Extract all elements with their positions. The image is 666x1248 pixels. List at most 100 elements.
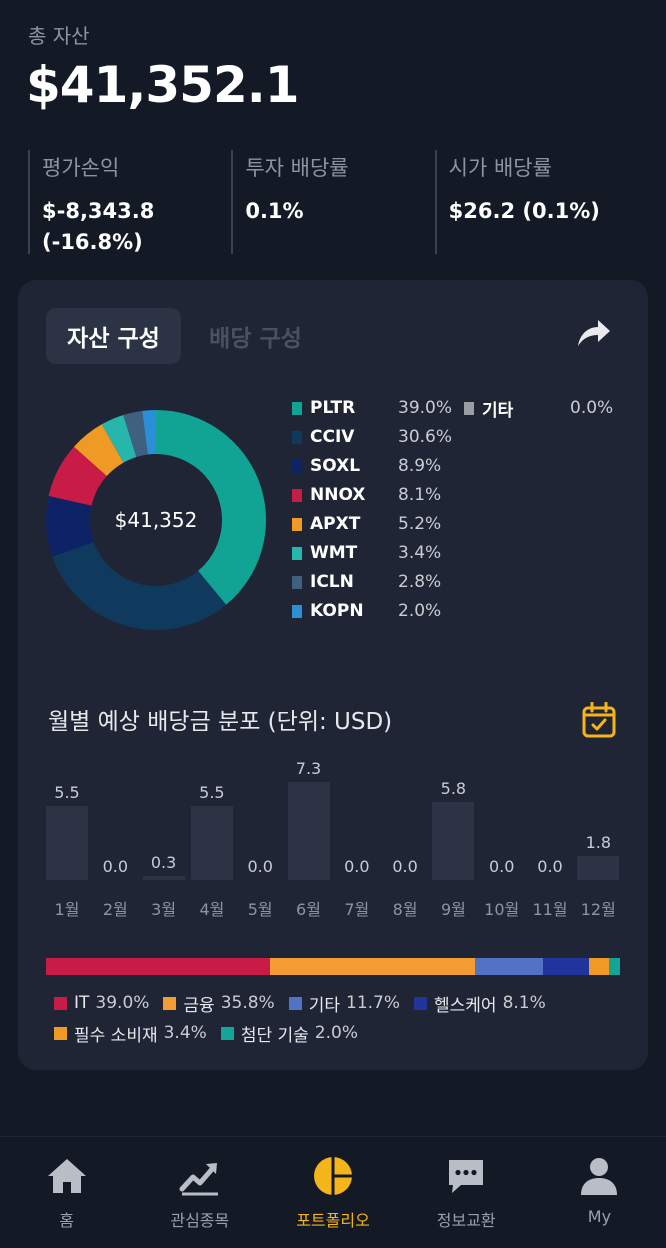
legend-ticker: 기타 xyxy=(482,400,514,421)
home-icon xyxy=(47,1159,86,1193)
bar-column: 0.0 10월 xyxy=(481,750,523,920)
bar xyxy=(46,806,88,880)
sector-percent: 8.1% xyxy=(502,993,546,1013)
sector-legend-row: 필수 소비재 3.4% 첨단 기술 2.0% xyxy=(54,1018,624,1048)
bar-value-label: 0.0 xyxy=(537,857,563,876)
stat-label: 시가 배당률 xyxy=(448,156,552,180)
tab-asset-composition[interactable]: 자산 구성 xyxy=(46,308,181,364)
bar-value-label: 5.5 xyxy=(199,783,225,802)
sector-legend-item: 금융 35.8% xyxy=(163,991,275,1016)
holdings-legend: PLTR 39.0% CCIV 30.6% SOXL 8.9% NNOX 8.1% APXT 5.… xyxy=(292,397,632,637)
sector-segment xyxy=(588,958,609,975)
sector-swatch xyxy=(54,996,67,1010)
sector-stacked-bar xyxy=(46,958,620,975)
sector-swatch xyxy=(220,1026,234,1040)
sector-legend-item: 필수 소비재 3.4% xyxy=(54,1021,207,1046)
legend-item: 기타 0.0% xyxy=(464,397,613,421)
bar xyxy=(577,856,620,880)
stat-value: $26.2 (0.1%) xyxy=(448,199,600,223)
sector-name: IT xyxy=(74,993,90,1013)
bar-month-label: 5월 xyxy=(247,900,273,919)
legend-item: KOPN 2.0% xyxy=(292,600,441,622)
legend-ticker: PLTR xyxy=(310,398,356,418)
bar-value-label: 0.0 xyxy=(102,857,129,876)
legend-swatch xyxy=(292,430,302,444)
legend-item: ICLN 2.8% xyxy=(292,571,441,593)
legend-percent: 30.6% xyxy=(398,427,453,447)
chat-bubble-icon xyxy=(449,1160,484,1193)
nav-label: My xyxy=(587,1207,612,1226)
legend-item: PLTR 39.0% xyxy=(292,397,452,419)
nav-label: 포트폴리오 xyxy=(296,1211,370,1230)
legend-ticker: ICLN xyxy=(310,572,354,592)
total-assets-value: $41,352.1 xyxy=(26,56,300,114)
sector-legend: IT 39.0% 금융 35.8% 기타 11.7% 헬스케어 8.1% 필수 소비재 3.4% 첨… xyxy=(54,988,624,1048)
bar-month-label: 6월 xyxy=(296,900,321,919)
calendar-icon[interactable] xyxy=(582,702,616,738)
nav-community[interactable]: 정보교환 xyxy=(400,1137,533,1248)
bar-column: 0.0 5월 xyxy=(239,750,281,920)
legend-item: SOXL 8.9% xyxy=(292,455,441,477)
nav-watchlist[interactable]: 관심종목 xyxy=(133,1137,266,1248)
legend-swatch xyxy=(292,604,302,618)
tab-dividend-composition[interactable]: 배당 구성 xyxy=(209,326,302,352)
donut-slice-0 xyxy=(156,410,266,605)
bar-month-label: 2월 xyxy=(102,900,128,919)
user-icon xyxy=(581,1158,618,1195)
sector-swatch xyxy=(414,996,428,1010)
nav-my[interactable]: My xyxy=(533,1137,666,1248)
legend-percent: 2.8% xyxy=(398,572,442,592)
legend-ticker: WMT xyxy=(310,543,358,563)
legend-percent: 5.2% xyxy=(398,514,442,534)
sector-name: 헬스케어 xyxy=(434,995,497,1016)
legend-swatch xyxy=(292,575,302,589)
bar xyxy=(142,876,185,880)
nav-label: 홈 xyxy=(59,1211,74,1230)
bar xyxy=(432,802,475,880)
legend-item: NNOX 8.1% xyxy=(292,484,441,506)
legend-swatch xyxy=(464,401,474,415)
sector-legend-item: 첨단 기술 2.0% xyxy=(220,1021,358,1046)
bar-month-label: 10월 xyxy=(484,900,520,919)
donut-slice-1 xyxy=(52,541,227,630)
holdings-donut-chart: $41,352 xyxy=(44,408,268,632)
bar-column: 0.0 11월 xyxy=(529,750,571,920)
bar-month-label: 12월 xyxy=(580,900,616,919)
legend-item: APXT 5.2% xyxy=(292,513,441,535)
sector-percent: 35.8% xyxy=(220,993,275,1013)
donut-slice-7 xyxy=(142,410,156,455)
summary-stats: 평가손익 $-8,343.8 (-16.8%) 투자 배당률 0.1% 시가 배… xyxy=(28,150,638,254)
donut-center-total: $41,352 xyxy=(114,508,198,532)
donut-slice-6 xyxy=(123,410,148,457)
bar-month-label: 4월 xyxy=(199,900,225,919)
sector-swatch xyxy=(288,996,302,1010)
sector-legend-row: IT 39.0% 금융 35.8% 기타 11.7% 헬스케어 8.1% xyxy=(54,988,624,1018)
bar-month-label: 11월 xyxy=(532,900,568,919)
stat-label: 투자 배당률 xyxy=(245,156,349,180)
share-icon[interactable] xyxy=(576,316,612,348)
donut-slice-2 xyxy=(45,496,94,557)
portfolio-card: 자산 구성 배당 구성 $41,352 PLTR 39.0% CCIV 30.6% SO… xyxy=(18,280,648,1070)
legend-ticker: SOXL xyxy=(310,456,361,476)
total-assets-label: 총 자산 xyxy=(28,24,90,48)
legend-ticker: NNOX xyxy=(310,485,366,505)
stat-value: $-8,343.8 (-16.8%) xyxy=(42,199,155,254)
monthly-dividend-title: 월별 예상 배당금 분포 (단위: USD) xyxy=(48,709,393,735)
legend-percent: 39.0% xyxy=(398,398,453,418)
bar-column: 7.3 6월 xyxy=(287,750,330,920)
nav-portfolio[interactable]: 포트폴리오 xyxy=(266,1137,399,1248)
nav-label: 관심종목 xyxy=(170,1211,230,1230)
bar-value-label: 5.8 xyxy=(440,779,467,798)
legend-swatch xyxy=(292,401,302,415)
donut-svg xyxy=(45,410,266,630)
bar-value-label: 0.0 xyxy=(392,857,418,876)
bar-value-label: 5.5 xyxy=(54,783,80,802)
sector-segment xyxy=(269,958,476,975)
legend-percent: 2.0% xyxy=(398,601,442,621)
bottom-navigation: 홈 관심종목 포트폴리오 정보교환 My xyxy=(0,1136,666,1248)
stat-market-yield: 시가 배당률 $26.2 (0.1%) xyxy=(434,150,638,254)
bar-column: 0.3 3월 xyxy=(142,750,185,920)
legend-swatch xyxy=(292,546,302,560)
sector-segment xyxy=(46,958,270,975)
nav-home[interactable]: 홈 xyxy=(0,1137,133,1248)
